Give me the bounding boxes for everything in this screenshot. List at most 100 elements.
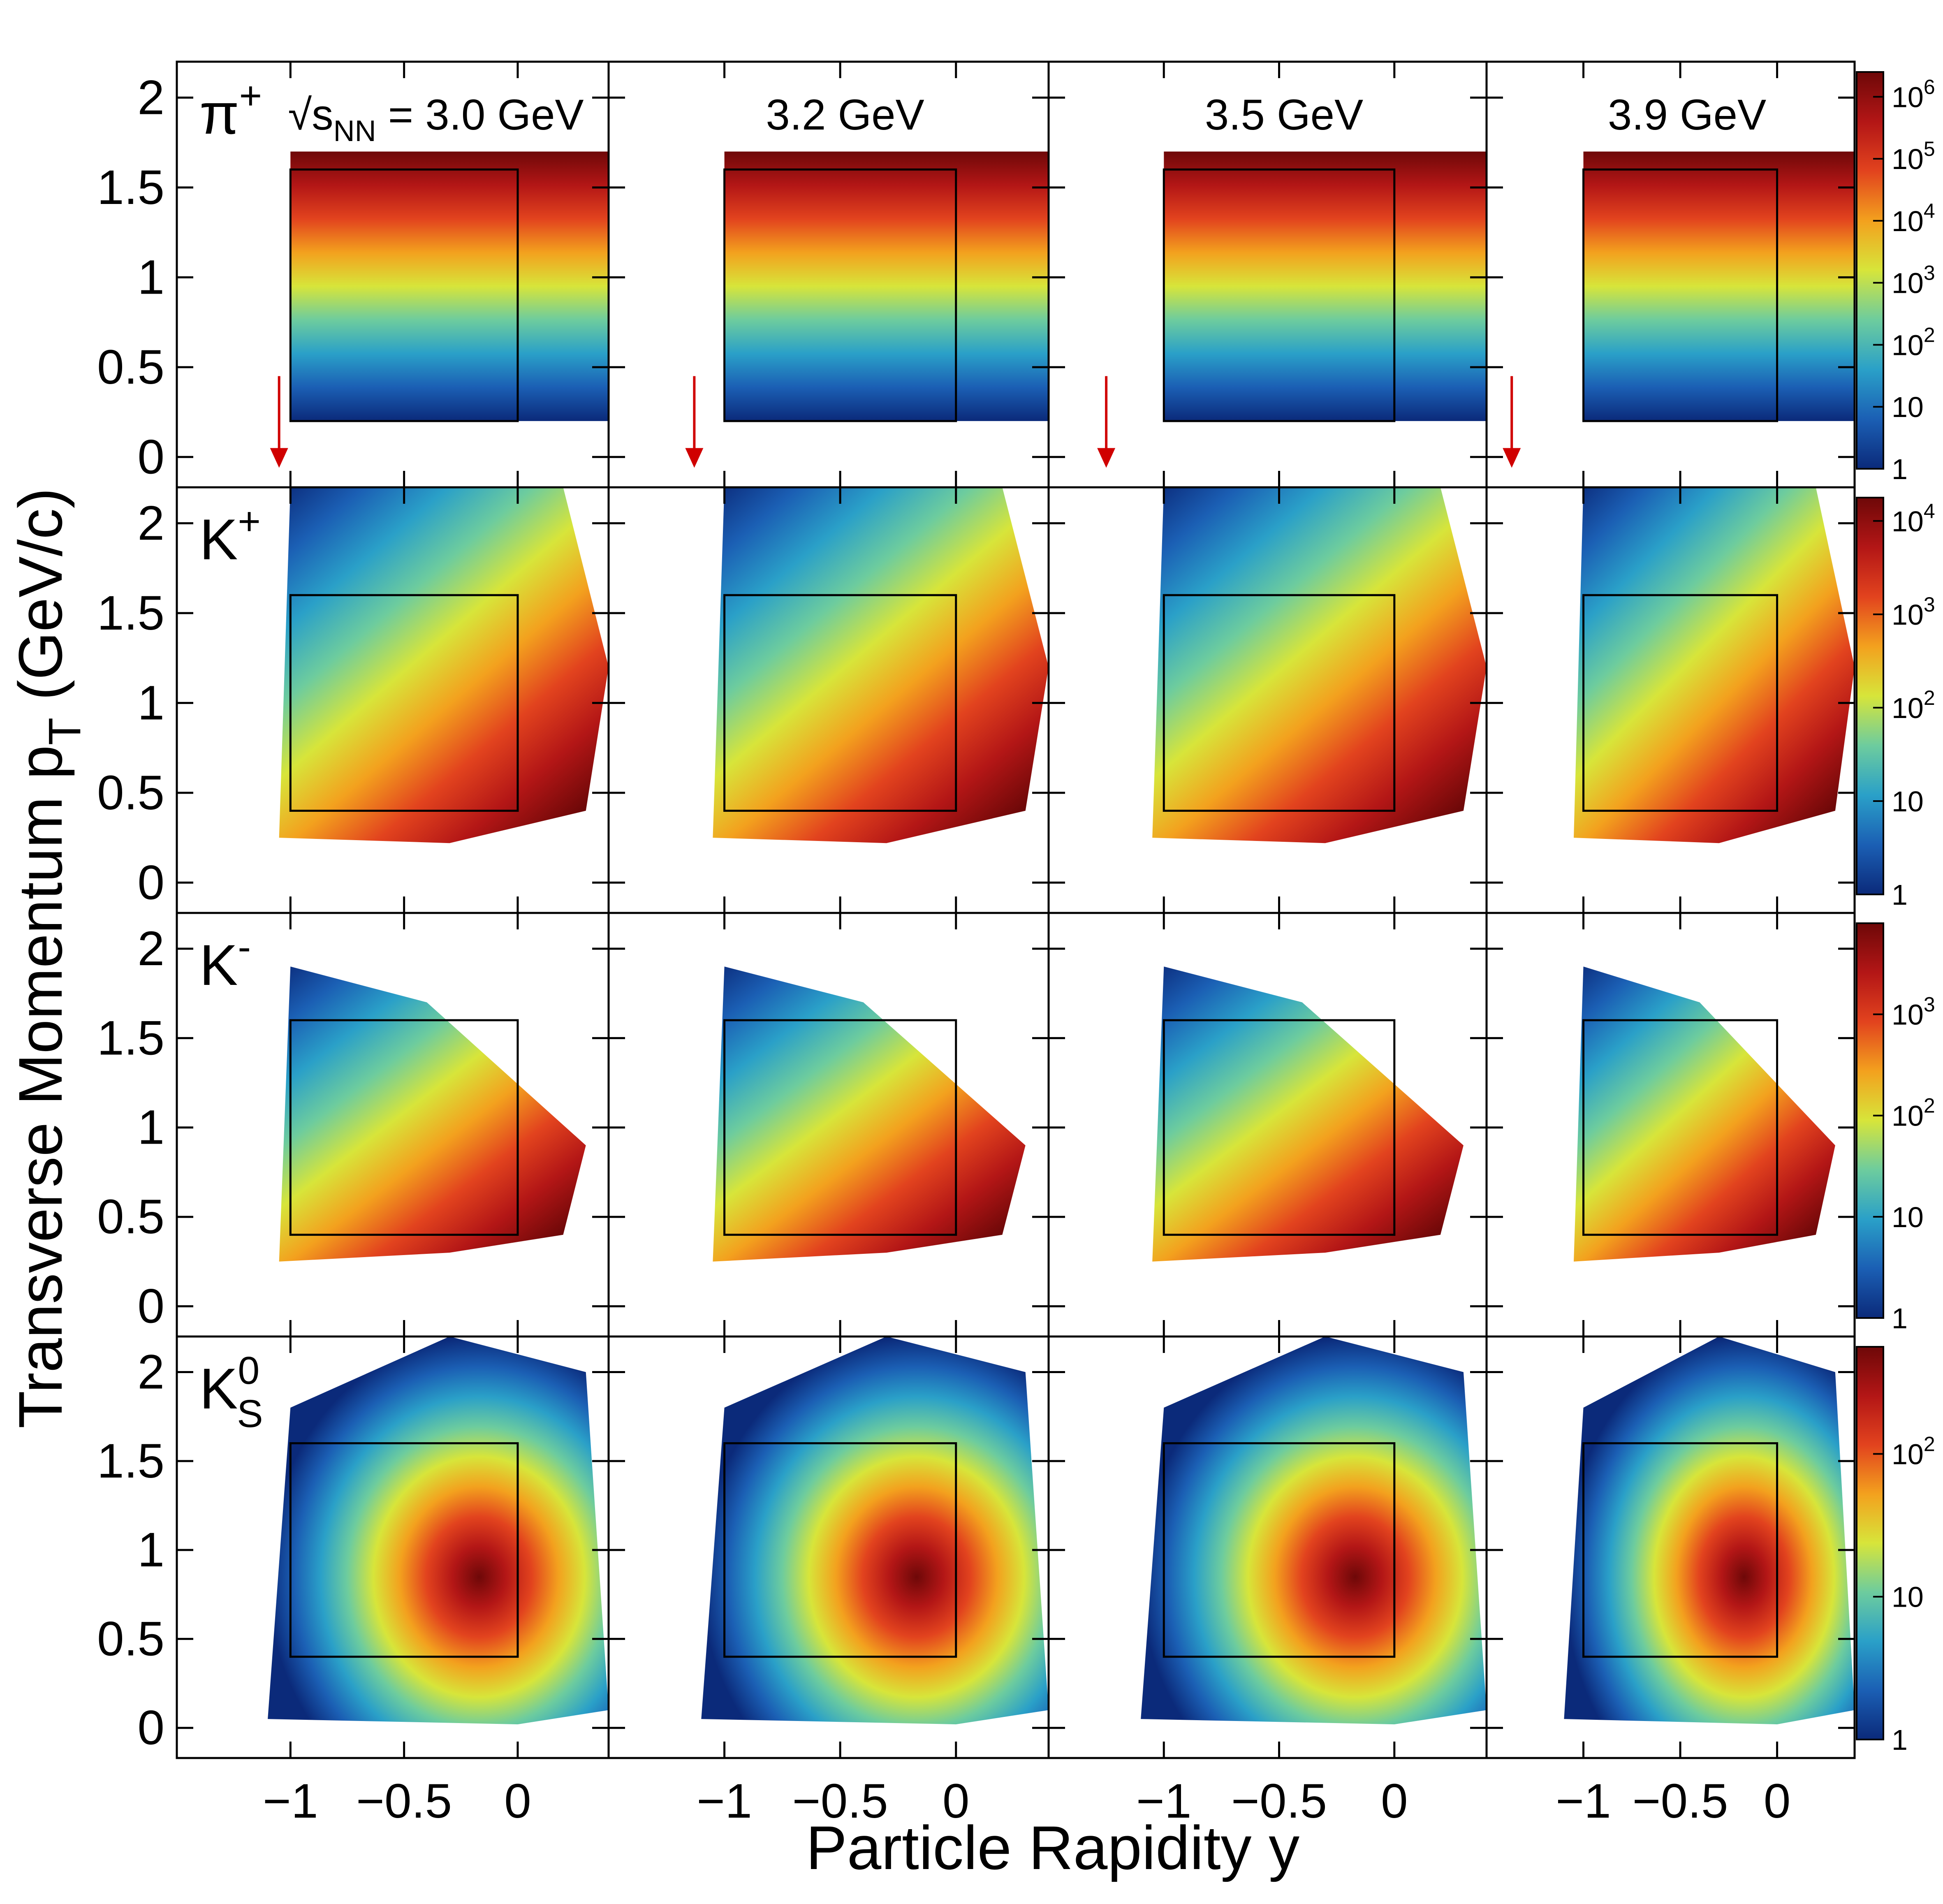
heatmap-region-r1-c2	[724, 151, 1049, 421]
heatmap-region-r1-c1	[290, 151, 609, 421]
heatmap-region-r4-c1	[268, 1337, 609, 1725]
colorbar-tick-label: 1	[1892, 879, 1908, 911]
x-tick-label: 0	[1764, 1774, 1791, 1828]
colorbar-row1	[1856, 71, 1884, 470]
x-tick-label: −0.5	[792, 1774, 888, 1828]
y-axis-label-unit: (GeV/c)	[6, 488, 75, 700]
x-tick-label: −1	[1556, 1774, 1611, 1828]
acceptance-box-r3-c1	[289, 1019, 519, 1236]
x-tick-label: −1	[697, 1774, 752, 1828]
particle-label-row4: K0 S	[199, 1349, 263, 1436]
y-axis-label-main: Transverse Momentum p	[6, 745, 75, 1429]
x-tick-label: −0.5	[1633, 1774, 1728, 1828]
acceptance-box-r3-c2	[723, 1019, 957, 1236]
y-tick-label: 2	[137, 496, 164, 550]
x-tick-label: 0	[504, 1774, 531, 1828]
acceptance-box-r4-c3	[1163, 1442, 1396, 1658]
colorbar-tick-label: 10	[1892, 391, 1924, 423]
y-tick-label: 0	[137, 430, 164, 484]
acceptance-box-r1-c3	[1163, 168, 1396, 422]
colorbar-tick-label: 10	[1892, 1201, 1924, 1233]
heatmap-region-r2-c1	[279, 487, 609, 843]
heatmap-region-r3-c2	[713, 966, 1026, 1262]
y-tick-label: 0.5	[97, 1612, 164, 1666]
x-axis-label: Particle Rapidity y	[806, 1813, 1299, 1882]
x-tick-label: −1	[263, 1774, 318, 1828]
y-tick-label: 2	[137, 1345, 164, 1399]
colorbar-row2	[1856, 497, 1884, 895]
colorbar-tick-label: 104	[1892, 500, 1935, 537]
x-tick-label: 0	[943, 1774, 970, 1828]
y-tick-label: 0	[137, 1701, 164, 1755]
y-tick-label: 1	[137, 1100, 164, 1155]
colorbar-tick-label: 105	[1892, 137, 1935, 175]
x-tick-label: −0.5	[1231, 1774, 1327, 1828]
acceptance-box-r1-c4	[1582, 168, 1779, 422]
heatmap-region-r2-c3	[1152, 487, 1487, 843]
y-tick-label: 1.5	[97, 586, 164, 640]
beam-rapidity-arrowhead	[685, 448, 704, 468]
heatmap-region-r3-c3	[1152, 966, 1464, 1262]
heatmap-region-r3-c4	[1574, 966, 1835, 1262]
acceptance-box-r4-c2	[723, 1442, 957, 1658]
y-tick-label: 0	[137, 855, 164, 910]
panel-frame-r4-c4	[1485, 1335, 1856, 1759]
y-axis-label-sub: T	[39, 718, 90, 745]
acceptance-box-r1-c1	[289, 168, 519, 422]
y-tick-label: 0.5	[97, 766, 164, 820]
acceptance-box-r4-c1	[289, 1442, 519, 1658]
energy-label-col1: √sNN = 3.0 GeV	[288, 91, 584, 148]
colorbar-row3	[1856, 922, 1884, 1319]
particle-label-row3: K-	[199, 925, 251, 997]
heatmap-region-r2-c4	[1574, 487, 1855, 843]
heatmap-region-r4-c3	[1141, 1337, 1487, 1725]
acceptance-box-r3-c3	[1163, 1019, 1396, 1236]
y-tick-label: 2	[137, 922, 164, 976]
y-axis-label: Transverse Momentum pT (GeV/c)	[6, 488, 90, 1428]
heatmap-layer	[268, 151, 1855, 1725]
acceptance-box-r2-c2	[723, 594, 957, 812]
energy-label-col3: 3.5 GeV	[1205, 91, 1363, 139]
acceptance-box-r4-c4	[1582, 1442, 1779, 1658]
acceptance-box-layer	[289, 168, 1779, 1658]
particle-label-row2: K+	[199, 500, 261, 572]
y-axis-label-space	[6, 700, 75, 718]
colorbar-tick-label: 103	[1892, 593, 1935, 631]
beam-rapidity-arrowhead	[270, 448, 288, 468]
heatmap-region-r1-c3	[1164, 151, 1487, 421]
heatmap-region-r1-c4	[1583, 151, 1855, 421]
colorbar-tick-label: 1	[1892, 1724, 1908, 1756]
y-tick-label: 0.5	[97, 1190, 164, 1244]
text-layer: Particle Rapidity y Transverse Momentum …	[6, 70, 1935, 1882]
acceptance-box-r3-c4	[1582, 1019, 1779, 1236]
heatmap-region-r3-c1	[279, 966, 586, 1262]
beam-rapidity-arrowhead	[1503, 448, 1521, 468]
colorbar-tick-label: 10	[1892, 1581, 1924, 1613]
colorbar-tick-label: 102	[1892, 686, 1935, 724]
colorbar-tick-label: 103	[1892, 993, 1935, 1031]
colorbar-tick-label: 1	[1892, 453, 1908, 485]
colorbar-tick-label: 10	[1892, 785, 1924, 818]
heatmap-region-r4-c2	[701, 1337, 1049, 1725]
y-tick-label: 1	[137, 676, 164, 730]
acceptance-box-r1-c2	[723, 168, 957, 422]
acceptance-box-r2-c1	[289, 594, 519, 812]
colorbar-tick-label: 102	[1892, 323, 1935, 361]
colorbar-tick-label: 103	[1892, 262, 1935, 299]
heatmap-region-r2-c2	[713, 487, 1049, 843]
x-tick-label: 0	[1381, 1774, 1408, 1828]
x-tick-label: −0.5	[356, 1774, 452, 1828]
acceptance-box-r2-c3	[1163, 594, 1396, 812]
y-tick-label: 0	[137, 1279, 164, 1334]
y-tick-label: 1.5	[97, 1434, 164, 1488]
colorbar-tick-label: 1	[1892, 1302, 1908, 1334]
y-tick-label: 1	[137, 1523, 164, 1577]
y-tick-label: 1.5	[97, 1011, 164, 1065]
heatmap-region-r4-c4	[1564, 1337, 1855, 1725]
particle-label-row1: π+	[199, 74, 262, 146]
colorbar-tick-label: 106	[1892, 75, 1935, 113]
y-tick-label: 0.5	[97, 340, 164, 394]
energy-label-col4: 3.9 GeV	[1608, 91, 1766, 139]
